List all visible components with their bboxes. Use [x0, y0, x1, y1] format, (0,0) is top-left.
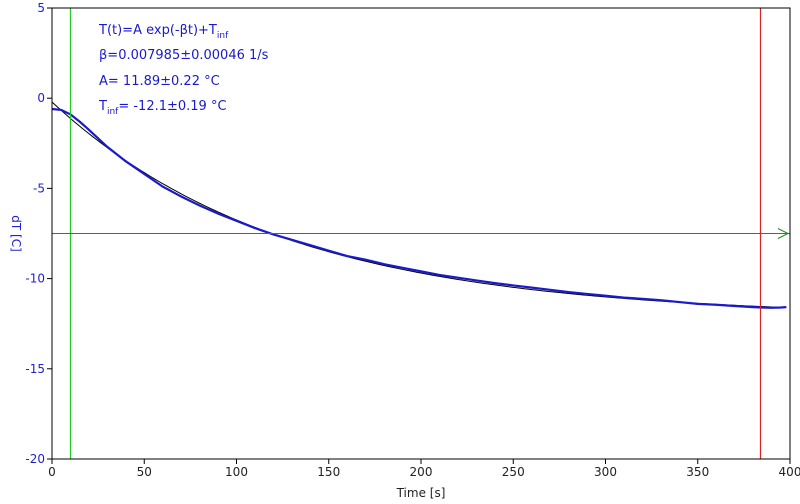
x-tick-label: 100	[225, 465, 248, 479]
y-tick-label: -5	[33, 181, 45, 195]
y-tick-labels: 5 0 -5 -10 -15 -20	[25, 1, 45, 466]
x-tick-label: 400	[779, 465, 800, 479]
x-axis-label: Time [s]	[396, 486, 446, 500]
fit-tinf-subscript: inf	[107, 107, 119, 117]
x-tick-label: 50	[137, 465, 152, 479]
level-arrow-icon[interactable]	[777, 228, 790, 239]
fit-annotation: T(t)=A exp(-βt)+Tinf β=0.007985±0.00046 …	[98, 23, 269, 117]
fit-formula: T(t)=A exp(-βt)+Tinf	[98, 23, 229, 41]
y-tick-label: -15	[25, 362, 45, 376]
y-axis-label: dT [C]	[9, 215, 23, 252]
y-tick-label: 5	[37, 1, 45, 15]
y-tick-label: -20	[25, 452, 45, 466]
fit-tinf: Tinf= -12.1±0.19 °C	[98, 99, 227, 117]
fit-formula-main: T(t)=A exp(-βt)+T	[98, 23, 217, 38]
fit-curve	[51, 101, 787, 309]
data-series-line	[51, 107, 787, 309]
y-tick-label: 0	[37, 91, 45, 105]
fit-beta: β=0.007985±0.00046 1/s	[99, 48, 269, 63]
fit-tinf-value: = -12.1±0.19 °C	[118, 99, 226, 114]
x-tick-label: 300	[594, 465, 617, 479]
plot-frame	[51, 7, 791, 460]
x-tick-label: 150	[317, 465, 340, 479]
x-tick-label: 200	[410, 465, 433, 479]
axis-ticks	[47, 7, 791, 464]
x-tick-label: 0	[48, 465, 56, 479]
fit-amplitude: A= 11.89±0.22 °C	[99, 74, 220, 89]
x-tick-label: 250	[502, 465, 525, 479]
y-tick-label: -10	[25, 272, 45, 286]
fit-tinf-symbol: T	[98, 99, 107, 114]
fit-formula-subscript: inf	[217, 31, 229, 41]
x-tick-label: 350	[686, 465, 709, 479]
x-tick-labels: 0 50 100 150 200 250 300 350 400	[48, 465, 800, 479]
